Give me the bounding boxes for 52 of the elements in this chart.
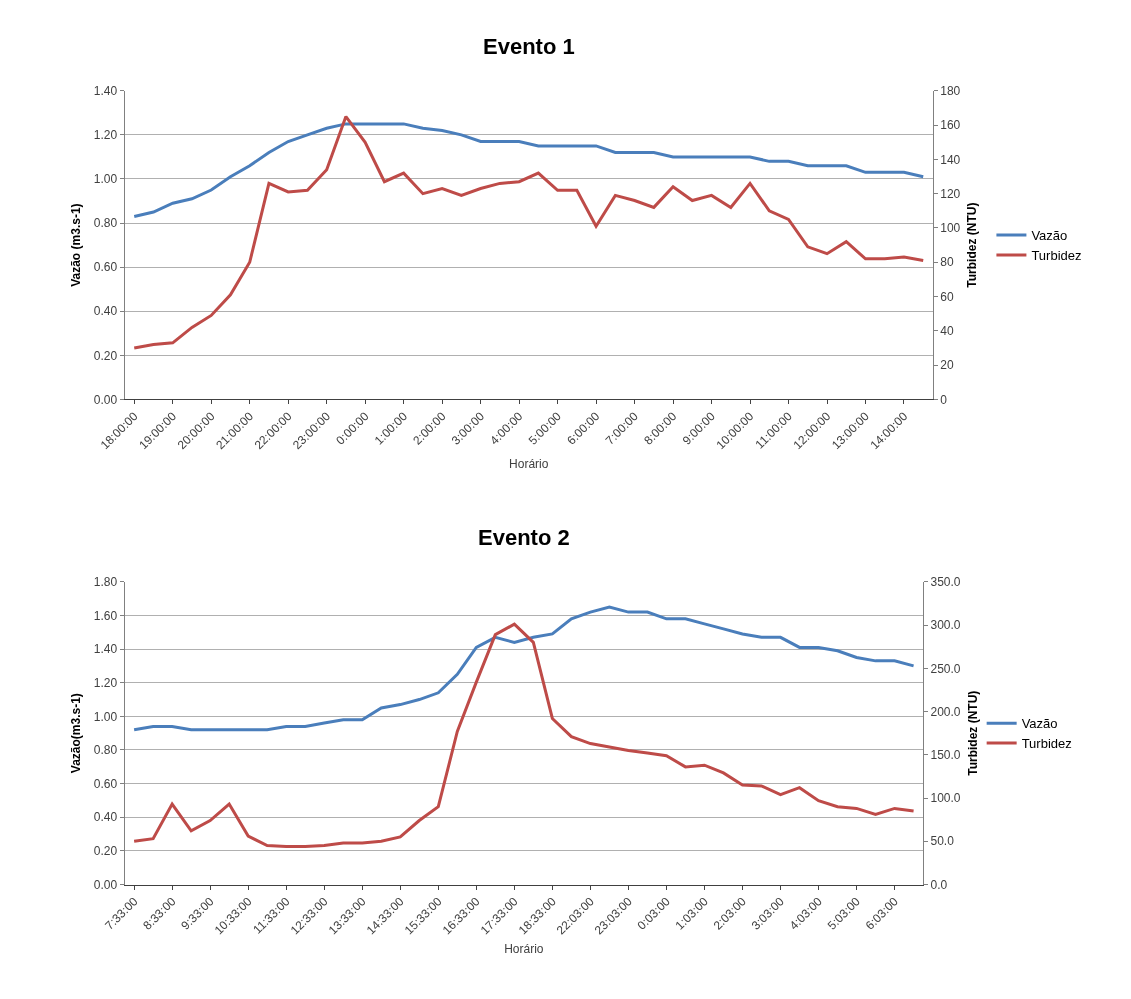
y2-tick-label: 180 <box>940 84 961 99</box>
line-series <box>132 605 916 732</box>
y2-tick-label: 150.0 <box>930 748 961 762</box>
y-tick-label: 1.00 <box>93 172 118 187</box>
y2-tick-label: 0 <box>940 392 948 407</box>
y2-tick-label: 50.0 <box>930 834 955 849</box>
y2-tick-label: 200.0 <box>930 704 961 719</box>
y-tick-label: 1.40 <box>93 642 118 657</box>
y-tick-label: 0.60 <box>93 260 118 275</box>
chart-title: Evento 1 <box>483 34 575 59</box>
chart-title: Evento 2 <box>478 525 570 550</box>
line-series <box>132 622 916 848</box>
y2-tick-label: 300.0 <box>930 618 961 633</box>
y2-axis-title: Turbidez (NTU) <box>965 690 980 776</box>
y-tick-label: 0.20 <box>93 844 118 859</box>
y-axis-title: Vazão (m3.s-1) <box>69 203 84 287</box>
y2-tick-label: 160 <box>940 118 961 133</box>
legend-label: Vazão <box>1021 716 1058 732</box>
line-series <box>132 115 925 350</box>
y-tick-label: 1.80 <box>93 575 118 590</box>
y-tick-label: 0.00 <box>93 392 118 407</box>
y-tick-label: 0.00 <box>93 877 118 892</box>
legend-label: Turbidez <box>1021 736 1072 752</box>
y2-tick-label: 40 <box>940 324 954 339</box>
y2-tick-label: 140 <box>940 152 961 167</box>
y-tick-label: 0.80 <box>93 743 118 758</box>
legend-label: Vazão <box>1031 228 1068 244</box>
y2-tick-label: 250.0 <box>930 661 961 676</box>
y-tick-label: 1.60 <box>93 608 118 623</box>
y-tick-label: 0.20 <box>93 348 118 363</box>
x-axis-title: Horário <box>504 942 544 957</box>
y-tick-label: 1.20 <box>93 675 118 690</box>
y2-tick-label: 350.0 <box>930 575 961 590</box>
y-tick-label: 1.40 <box>93 84 118 99</box>
y-tick-label: 0.40 <box>93 810 118 825</box>
y2-axis-title: Turbidez (NTU) <box>965 202 980 288</box>
y2-tick-label: 100.0 <box>930 791 961 806</box>
y-tick-label: 1.20 <box>93 128 118 143</box>
y-tick-label: 0.40 <box>93 304 118 319</box>
y-axis-title: Vazão(m3.s-1) <box>69 693 84 774</box>
line-series <box>132 122 925 218</box>
y2-tick-label: 0.0 <box>930 877 948 892</box>
y2-tick-label: 80 <box>940 255 954 270</box>
legend-label: Turbidez <box>1031 248 1082 264</box>
y2-tick-label: 120 <box>940 186 961 201</box>
y2-tick-label: 100 <box>940 221 961 236</box>
y2-tick-label: 60 <box>940 289 954 304</box>
y-tick-label: 0.60 <box>93 776 118 791</box>
y2-tick-label: 20 <box>940 358 954 373</box>
y-tick-label: 1.00 <box>93 709 118 724</box>
y-tick-label: 0.80 <box>93 216 118 231</box>
x-axis-title: Horário <box>509 457 549 472</box>
